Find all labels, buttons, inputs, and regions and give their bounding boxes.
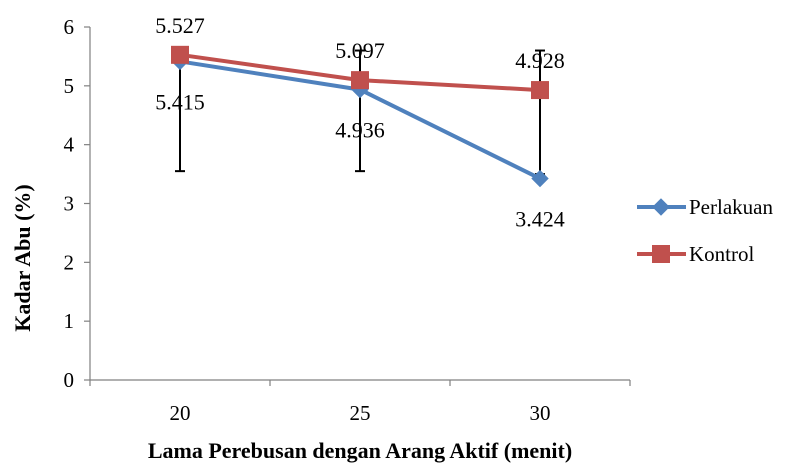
legend-item-perlakuan: Perlakuan [637, 195, 773, 219]
data-label-kontrol: 5.527 [155, 13, 205, 38]
y-axis-title: Kadar Abu (%) [10, 184, 35, 332]
data-point-kontrol [531, 81, 549, 100]
y-tick-label: 4 [64, 133, 75, 157]
legend-marker [652, 198, 670, 216]
data-label-perlakuan: 5.415 [155, 89, 205, 114]
series-kontrol [171, 45, 549, 100]
data-labels: 5.415 4.936 3.424 5.527 5.097 4.928 [155, 13, 565, 232]
legend-item-kontrol: Kontrol [637, 242, 754, 266]
x-axis-title: Lama Perebusan dengan Arang Aktif (menit… [148, 438, 572, 463]
y-tick-label: 3 [64, 192, 75, 216]
data-label-perlakuan: 4.936 [335, 118, 385, 143]
axes: 0 1 2 3 4 5 6 20 25 30 [64, 15, 631, 425]
x-tick-label: 20 [170, 401, 191, 425]
data-label-kontrol: 5.097 [335, 38, 385, 63]
y-tick-label: 6 [64, 15, 75, 39]
y-ticks: 0 1 2 3 4 5 6 [64, 15, 90, 392]
y-tick-label: 0 [64, 368, 75, 392]
x-ticks: 20 25 30 [89, 380, 631, 425]
y-tick-label: 1 [64, 309, 75, 333]
data-label-perlakuan: 3.424 [515, 207, 565, 232]
y-tick-label: 5 [64, 74, 75, 98]
legend-label: Perlakuan [689, 195, 773, 219]
x-tick-label: 25 [350, 401, 371, 425]
data-point-kontrol [351, 71, 369, 90]
data-point-perlakuan [531, 169, 549, 188]
legend-marker [652, 245, 670, 263]
x-tick-label: 30 [530, 401, 551, 425]
legend: Perlakuan Kontrol [637, 195, 773, 266]
series-layer [171, 45, 549, 188]
data-point-kontrol [171, 45, 189, 64]
legend-label: Kontrol [689, 242, 754, 266]
data-label-kontrol: 4.928 [515, 48, 565, 73]
y-tick-label: 2 [64, 250, 75, 274]
